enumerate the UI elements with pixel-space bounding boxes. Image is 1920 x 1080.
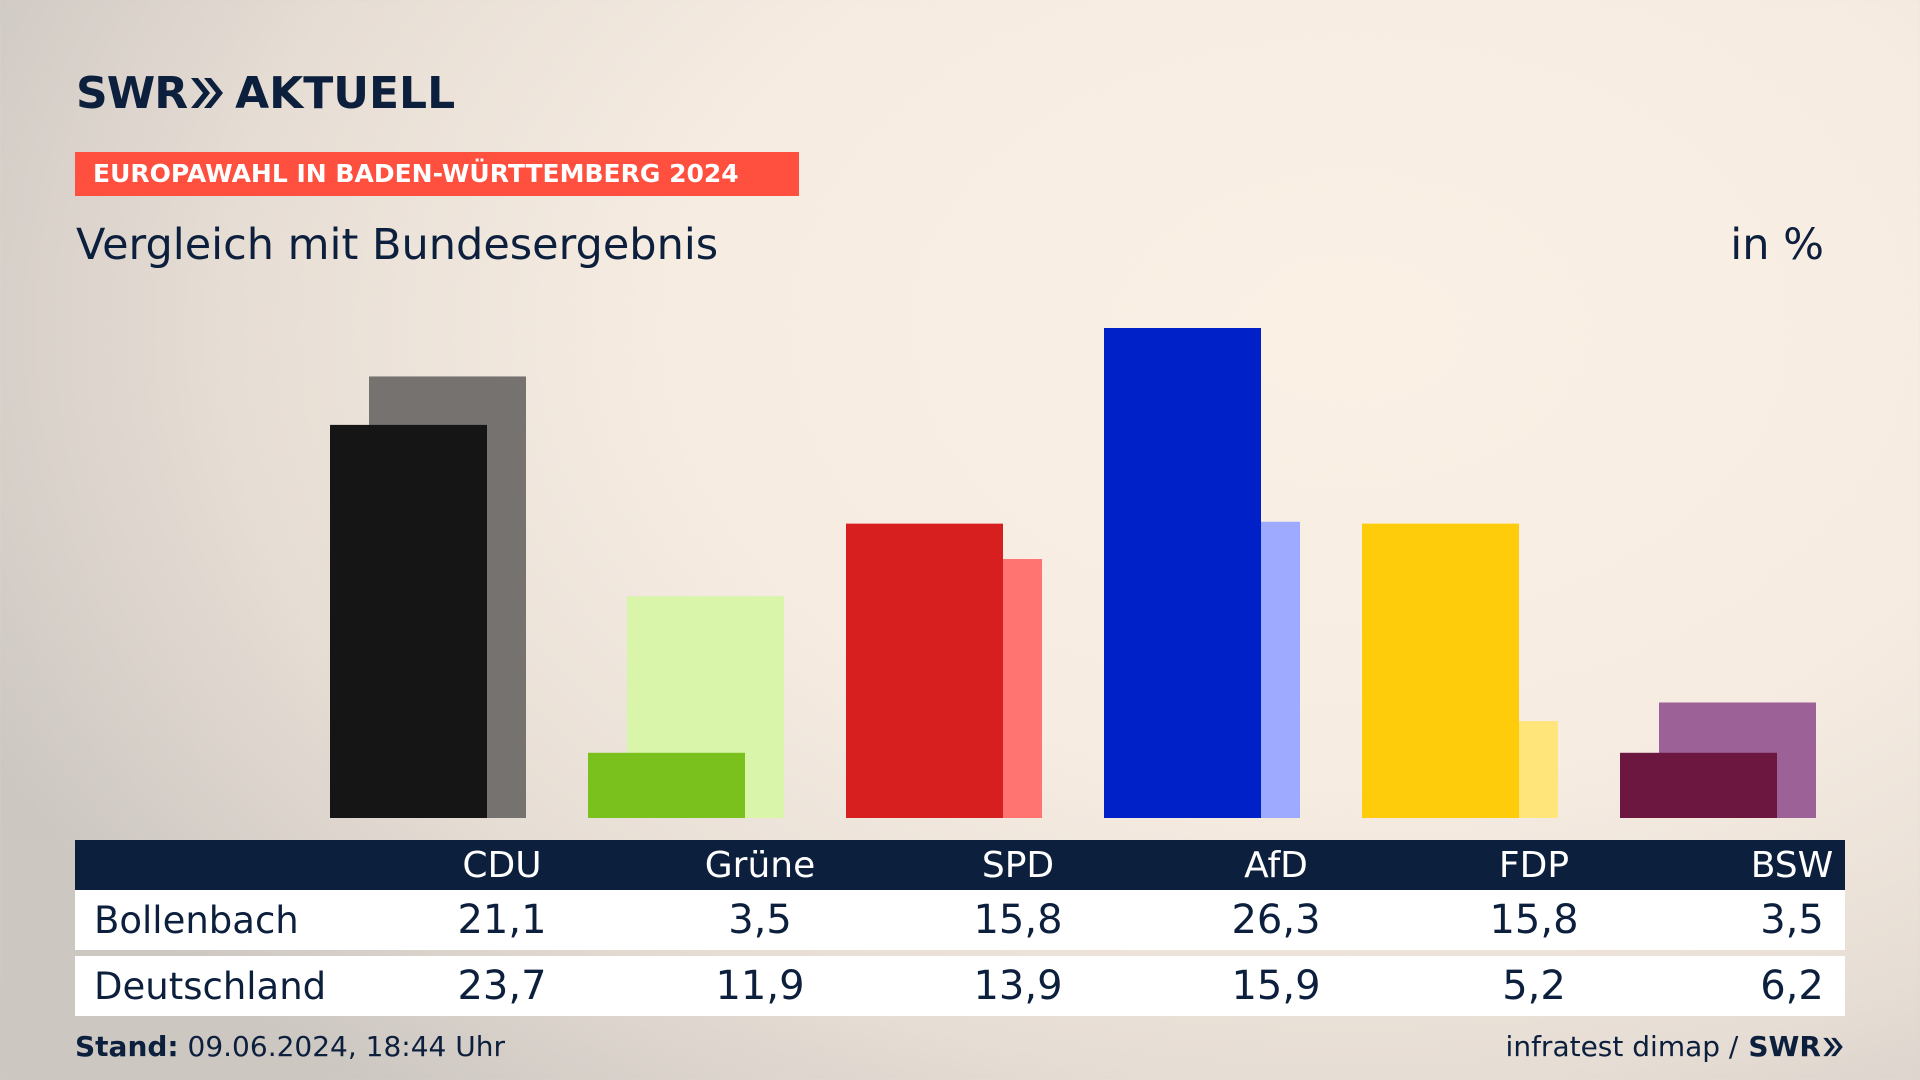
cell-value: 15,8: [973, 897, 1063, 943]
cell-value: 15,8: [1489, 897, 1579, 943]
swr-aktuell-logo: SWR AKTUELL: [76, 67, 456, 119]
header-fdp: FDP: [1498, 844, 1570, 886]
election-banner: EUROPAWAHL IN BADEN-WÜRTTEMBERG 2024: [75, 152, 799, 196]
stand-label: Stand:: [75, 1030, 179, 1063]
unit-label: in %: [1730, 220, 1824, 270]
footer-swr-logo: SWR: [1748, 1030, 1821, 1063]
double-chevron-icon: [191, 78, 224, 108]
cell-value: 26,3: [1231, 897, 1321, 943]
cell-value: 5,2: [1502, 963, 1566, 1009]
table-row: Bollenbach 21,1 3,5 15,8 26,3 15,8 3,5: [75, 890, 1845, 950]
header-afd: AfD: [1244, 844, 1308, 886]
header-spd: SPD: [981, 844, 1055, 886]
logo-swr-text: SWR: [76, 67, 188, 119]
row-label-deutschland: Deutschland: [94, 964, 327, 1008]
cell-value: 6,2: [1760, 963, 1824, 1009]
header-cdu: CDU: [462, 844, 542, 886]
chart-subtitle: Vergleich mit Bundesergebnis: [76, 220, 719, 270]
cell-value: 23,7: [457, 963, 547, 1009]
bar-bollenbach-bsw: [1620, 752, 1777, 818]
source-credit: infratest dimap / SWR: [1506, 1030, 1844, 1063]
source-text: infratest dimap /: [1505, 1030, 1739, 1063]
cell-value: 13,9: [973, 963, 1063, 1009]
cell-value: 15,9: [1231, 963, 1321, 1009]
bar-bollenbach-afd: [1104, 328, 1261, 818]
table-header: CDU Grüne SPD AfD FDP BSW: [75, 840, 1845, 890]
bar-bollenbach-spd: [846, 523, 1003, 818]
cell-value: 3,5: [728, 897, 792, 943]
bar-bollenbach-gruene: [588, 752, 745, 818]
cell-value: 11,9: [715, 963, 805, 1009]
cell-value: 21,1: [457, 897, 547, 943]
header-gruene: Grüne: [704, 844, 816, 886]
logo-aktuell-text: AKTUELL: [235, 67, 456, 119]
bar-bollenbach-cdu: [330, 424, 487, 818]
results-table: CDU Grüne SPD AfD FDP BSW Bollenbach 21,…: [75, 840, 1845, 1016]
timestamp: Stand: 09.06.2024, 18:44 Uhr: [75, 1030, 505, 1063]
bar-bollenbach-fdp: [1362, 523, 1519, 818]
table-row: Deutschland 23,7 11,9 13,9 15,9 5,2 6,2: [75, 956, 1845, 1016]
header-bsw: BSW: [1750, 844, 1834, 886]
stand-value: 09.06.2024, 18:44 Uhr: [187, 1030, 505, 1063]
footer-chevron-icon: [1823, 1037, 1843, 1056]
row-label-bollenbach: Bollenbach: [94, 898, 299, 942]
cell-value: 3,5: [1760, 897, 1824, 943]
